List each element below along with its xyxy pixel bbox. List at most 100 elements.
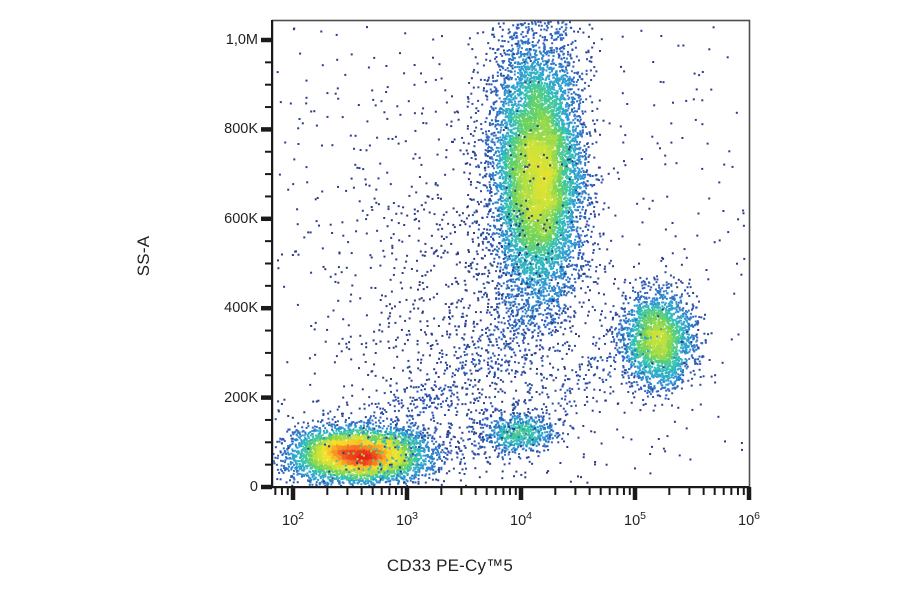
- data-point: [419, 445, 422, 448]
- data-point: [329, 465, 332, 468]
- data-point: [397, 475, 400, 478]
- data-point: [382, 434, 385, 436]
- data-point: [313, 425, 316, 428]
- data-point: [326, 470, 329, 473]
- data-point: [337, 477, 340, 480]
- data-point: [404, 448, 407, 451]
- data-point: [340, 426, 343, 429]
- data-point: [291, 461, 294, 464]
- data-point: [296, 446, 299, 449]
- data-point: [320, 457, 323, 460]
- data-point: [336, 463, 338, 466]
- data-point: [301, 473, 303, 476]
- data-point: [329, 444, 332, 447]
- data-point: [340, 475, 343, 478]
- data-point: [374, 474, 377, 477]
- data-point: [378, 419, 381, 422]
- data-point: [388, 431, 391, 434]
- data-point: [372, 431, 375, 434]
- data-point: [407, 444, 410, 446]
- data-point: [416, 442, 419, 444]
- data-point: [346, 449, 348, 452]
- data-point: [312, 430, 315, 432]
- data-point: [337, 443, 340, 446]
- data-point: [427, 437, 430, 439]
- data-point: [418, 441, 421, 444]
- data-point: [315, 465, 318, 468]
- data-point: [342, 472, 345, 475]
- data-point: [436, 448, 439, 451]
- data-point: [357, 450, 360, 453]
- data-point: [303, 461, 306, 463]
- data-point: [321, 434, 324, 437]
- data-point: [375, 435, 378, 438]
- data-point: [369, 461, 372, 464]
- data-point: [411, 422, 414, 424]
- data-point: [416, 468, 419, 471]
- data-point: [379, 439, 381, 442]
- data-point: [313, 463, 316, 466]
- data-point: [289, 434, 292, 437]
- data-point: [306, 472, 309, 475]
- data-point: [280, 459, 283, 462]
- data-point: [372, 436, 375, 439]
- data-point: [328, 421, 331, 424]
- data-point: [308, 455, 311, 458]
- data-point: [379, 422, 382, 424]
- data-point: [426, 468, 429, 471]
- data-point: [318, 445, 321, 448]
- data-point: [381, 445, 384, 448]
- data-point: [335, 428, 338, 431]
- data-point: [331, 425, 334, 428]
- data-point: [350, 474, 353, 477]
- data-point: [328, 424, 330, 427]
- data-point: [367, 461, 370, 464]
- data-point: [381, 427, 384, 430]
- data-point: [355, 425, 358, 428]
- data-point: [444, 447, 447, 450]
- data-point: [348, 417, 350, 419]
- data-point: [304, 438, 306, 441]
- data-point: [342, 436, 345, 439]
- data-point: [308, 483, 311, 486]
- data-point: [325, 440, 328, 442]
- data-point: [402, 440, 405, 443]
- data-point: [396, 453, 399, 456]
- data-point: [339, 472, 342, 474]
- data-point: [292, 481, 295, 484]
- data-point: [293, 431, 296, 434]
- data-point: [330, 475, 332, 478]
- data-point: [339, 438, 342, 440]
- data-point: [329, 464, 332, 466]
- data-point: [329, 410, 332, 413]
- data-point: [294, 443, 297, 446]
- data-point: [375, 475, 378, 478]
- data-point: [363, 436, 366, 439]
- data-point: [429, 455, 432, 458]
- data-point: [426, 454, 429, 457]
- data-point: [309, 459, 312, 462]
- data-point: [309, 477, 312, 480]
- data-point: [315, 463, 318, 466]
- data-point: [362, 481, 365, 484]
- data-point: [368, 480, 371, 483]
- data-point: [408, 467, 411, 470]
- data-point: [415, 438, 417, 441]
- data-point: [315, 449, 318, 451]
- data-point: [318, 427, 321, 429]
- data-point: [425, 467, 428, 469]
- data-point: [286, 451, 289, 454]
- data-point: [412, 424, 415, 427]
- data-point: [387, 425, 390, 428]
- data-point: [334, 424, 337, 427]
- data-point: [370, 443, 373, 446]
- data-point: [381, 444, 383, 447]
- data-point: [339, 450, 342, 453]
- data-point: [365, 454, 368, 457]
- data-point: [332, 434, 335, 437]
- data-point: [320, 462, 323, 465]
- data-point: [458, 472, 461, 474]
- data-point: [366, 458, 369, 461]
- data-point: [409, 434, 412, 437]
- data-point: [381, 434, 384, 436]
